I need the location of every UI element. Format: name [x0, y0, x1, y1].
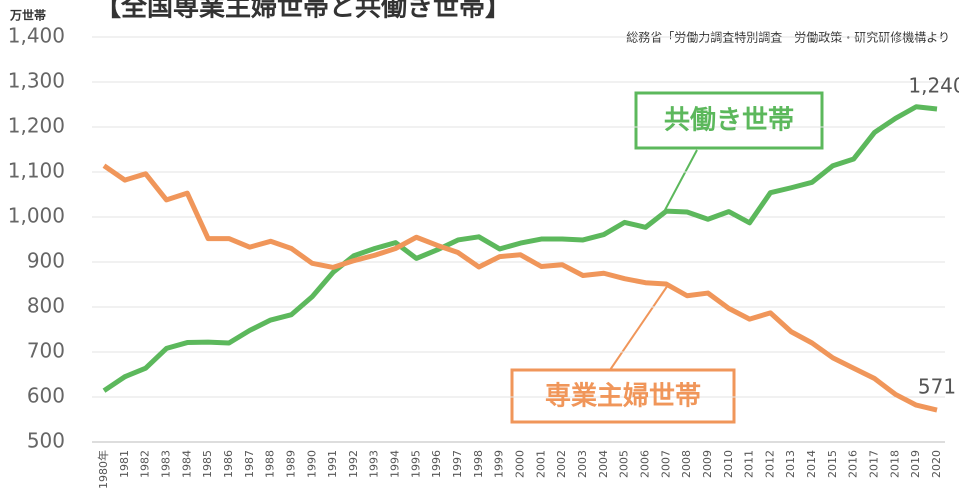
x-tick-label: 1989: [284, 450, 297, 478]
x-tick-label: 2003: [576, 450, 589, 478]
x-tick-label: 1988: [264, 450, 277, 478]
x-tick-label: 1994: [389, 450, 402, 478]
callout-line: [609, 284, 669, 371]
legend-box: [510, 368, 736, 424]
y-axis-label: 万世帯: [9, 8, 46, 23]
series-line: [102, 163, 938, 413]
x-tick-label: 1983: [159, 450, 172, 478]
y-tick-label: 1,000: [8, 204, 65, 228]
series-line: [102, 104, 938, 393]
x-tick-label: 2015: [826, 450, 839, 478]
x-tick-label: 2012: [763, 450, 776, 478]
x-tick-label: 2019: [909, 450, 922, 478]
x-tick-label: 2016: [847, 450, 860, 478]
x-tick-label: 1982: [139, 450, 152, 478]
x-tick-label: 1986: [222, 450, 235, 478]
x-tick-label: 1997: [451, 450, 464, 478]
y-tick-label: 700: [27, 339, 65, 363]
y-tick-label: 1,100: [8, 159, 65, 183]
y-tick-label: 900: [27, 249, 65, 273]
x-tick-label: 1980年: [96, 450, 110, 489]
x-tick-label: 2005: [618, 450, 631, 478]
x-tick-label: 2008: [680, 450, 693, 478]
x-tick-label: 2000: [514, 450, 527, 478]
x-tick-label: 1999: [493, 450, 506, 478]
x-tick-label: 1981: [118, 450, 131, 478]
x-tick-label: 2006: [638, 450, 651, 478]
y-tick-label: 500: [27, 429, 65, 453]
value-label: 1,240: [908, 74, 959, 98]
y-tick-label: 600: [27, 384, 65, 408]
x-tick-label: 1995: [409, 450, 422, 478]
x-tick-label: 1985: [201, 450, 214, 478]
x-tick-label: 1990: [305, 450, 318, 478]
x-tick-label: 2014: [805, 450, 818, 478]
x-tick-label: 2011: [743, 450, 756, 478]
legend-label: 専業主婦世帯: [545, 382, 701, 412]
x-tick-label: 2020: [930, 450, 943, 478]
x-tick-label: 2001: [534, 450, 547, 478]
y-tick-label: 1,300: [8, 69, 65, 93]
x-tick-label: 2018: [888, 450, 901, 478]
x-tick-label: 1987: [243, 450, 256, 478]
legend-label: 共働き世帯: [664, 106, 794, 136]
value-label: 571: [918, 375, 956, 399]
y-tick-label: 800: [27, 294, 65, 318]
x-tick-label: 2010: [722, 450, 735, 478]
x-tick-label: 1998: [472, 450, 485, 478]
x-tick-label: 2002: [555, 450, 568, 478]
chart-title: 【全国専業主婦世帯と共働き世帯】: [95, 0, 511, 23]
x-tick-label: 2004: [597, 450, 610, 478]
callout-line: [664, 149, 698, 211]
legend-box: [634, 91, 824, 150]
x-tick-label: 2007: [659, 450, 672, 478]
x-tick-label: 2017: [868, 450, 881, 478]
x-tick-label: 2009: [701, 450, 714, 478]
x-tick-label: 1984: [180, 450, 193, 478]
y-tick-label: 1,200: [8, 114, 65, 138]
x-tick-label: 1993: [368, 450, 381, 478]
x-tick-label: 2013: [784, 450, 797, 478]
x-tick-label: 1991: [326, 450, 339, 478]
x-tick-label: 1996: [430, 450, 443, 478]
y-tick-label: 1,400: [8, 24, 65, 48]
x-tick-label: 1992: [347, 450, 360, 478]
